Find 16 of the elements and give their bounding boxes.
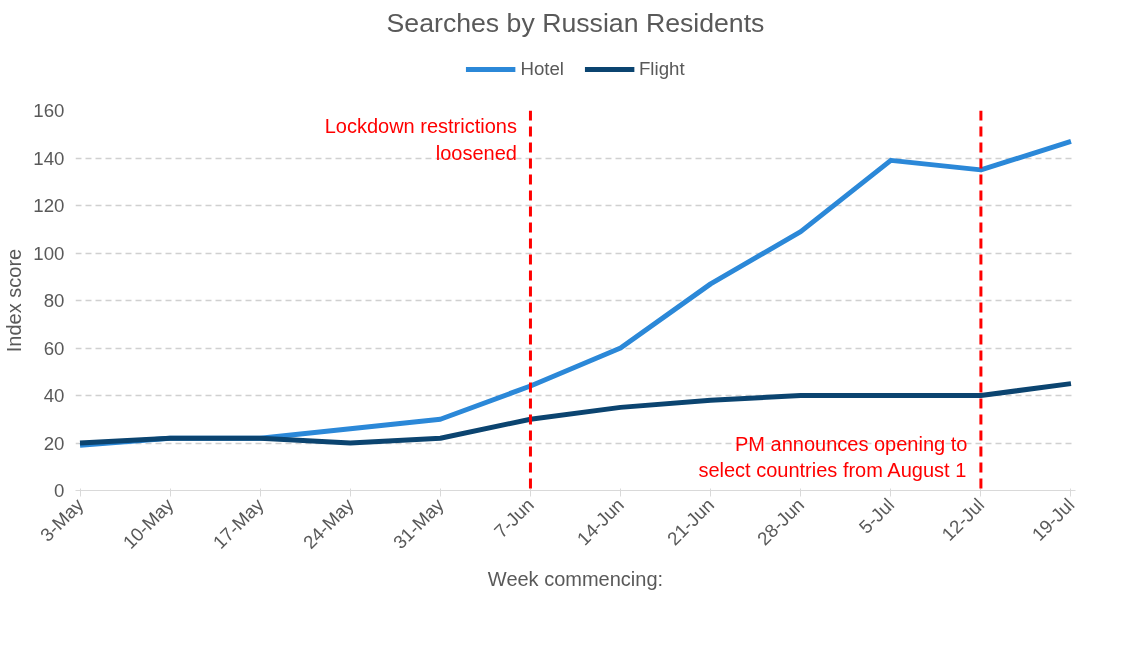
y-tick-label: 100 bbox=[33, 242, 65, 264]
y-tick-label: 140 bbox=[33, 147, 65, 169]
legend-label: Flight bbox=[638, 57, 685, 80]
y-tick-label: 80 bbox=[43, 290, 65, 311]
y-tick-label: 20 bbox=[43, 432, 65, 454]
ref-line-label: PM announces opening to select countries from August 1 bbox=[698, 432, 968, 481]
y-tick-label: 60 bbox=[43, 337, 65, 359]
x-axis-title: Week commencing: bbox=[487, 568, 664, 591]
ref-line-label: Lockdown restrictions loosened bbox=[324, 115, 517, 164]
y-axis-title: Index score bbox=[3, 248, 26, 353]
chart-title: Searches by Russian Residents bbox=[386, 7, 765, 38]
y-tick-label: 120 bbox=[33, 195, 65, 216]
legend-label: Hotel bbox=[520, 57, 564, 80]
y-tick-label: 160 bbox=[33, 100, 65, 121]
y-tick-label: 40 bbox=[43, 385, 65, 406]
y-tick-label: 0 bbox=[54, 480, 65, 501]
